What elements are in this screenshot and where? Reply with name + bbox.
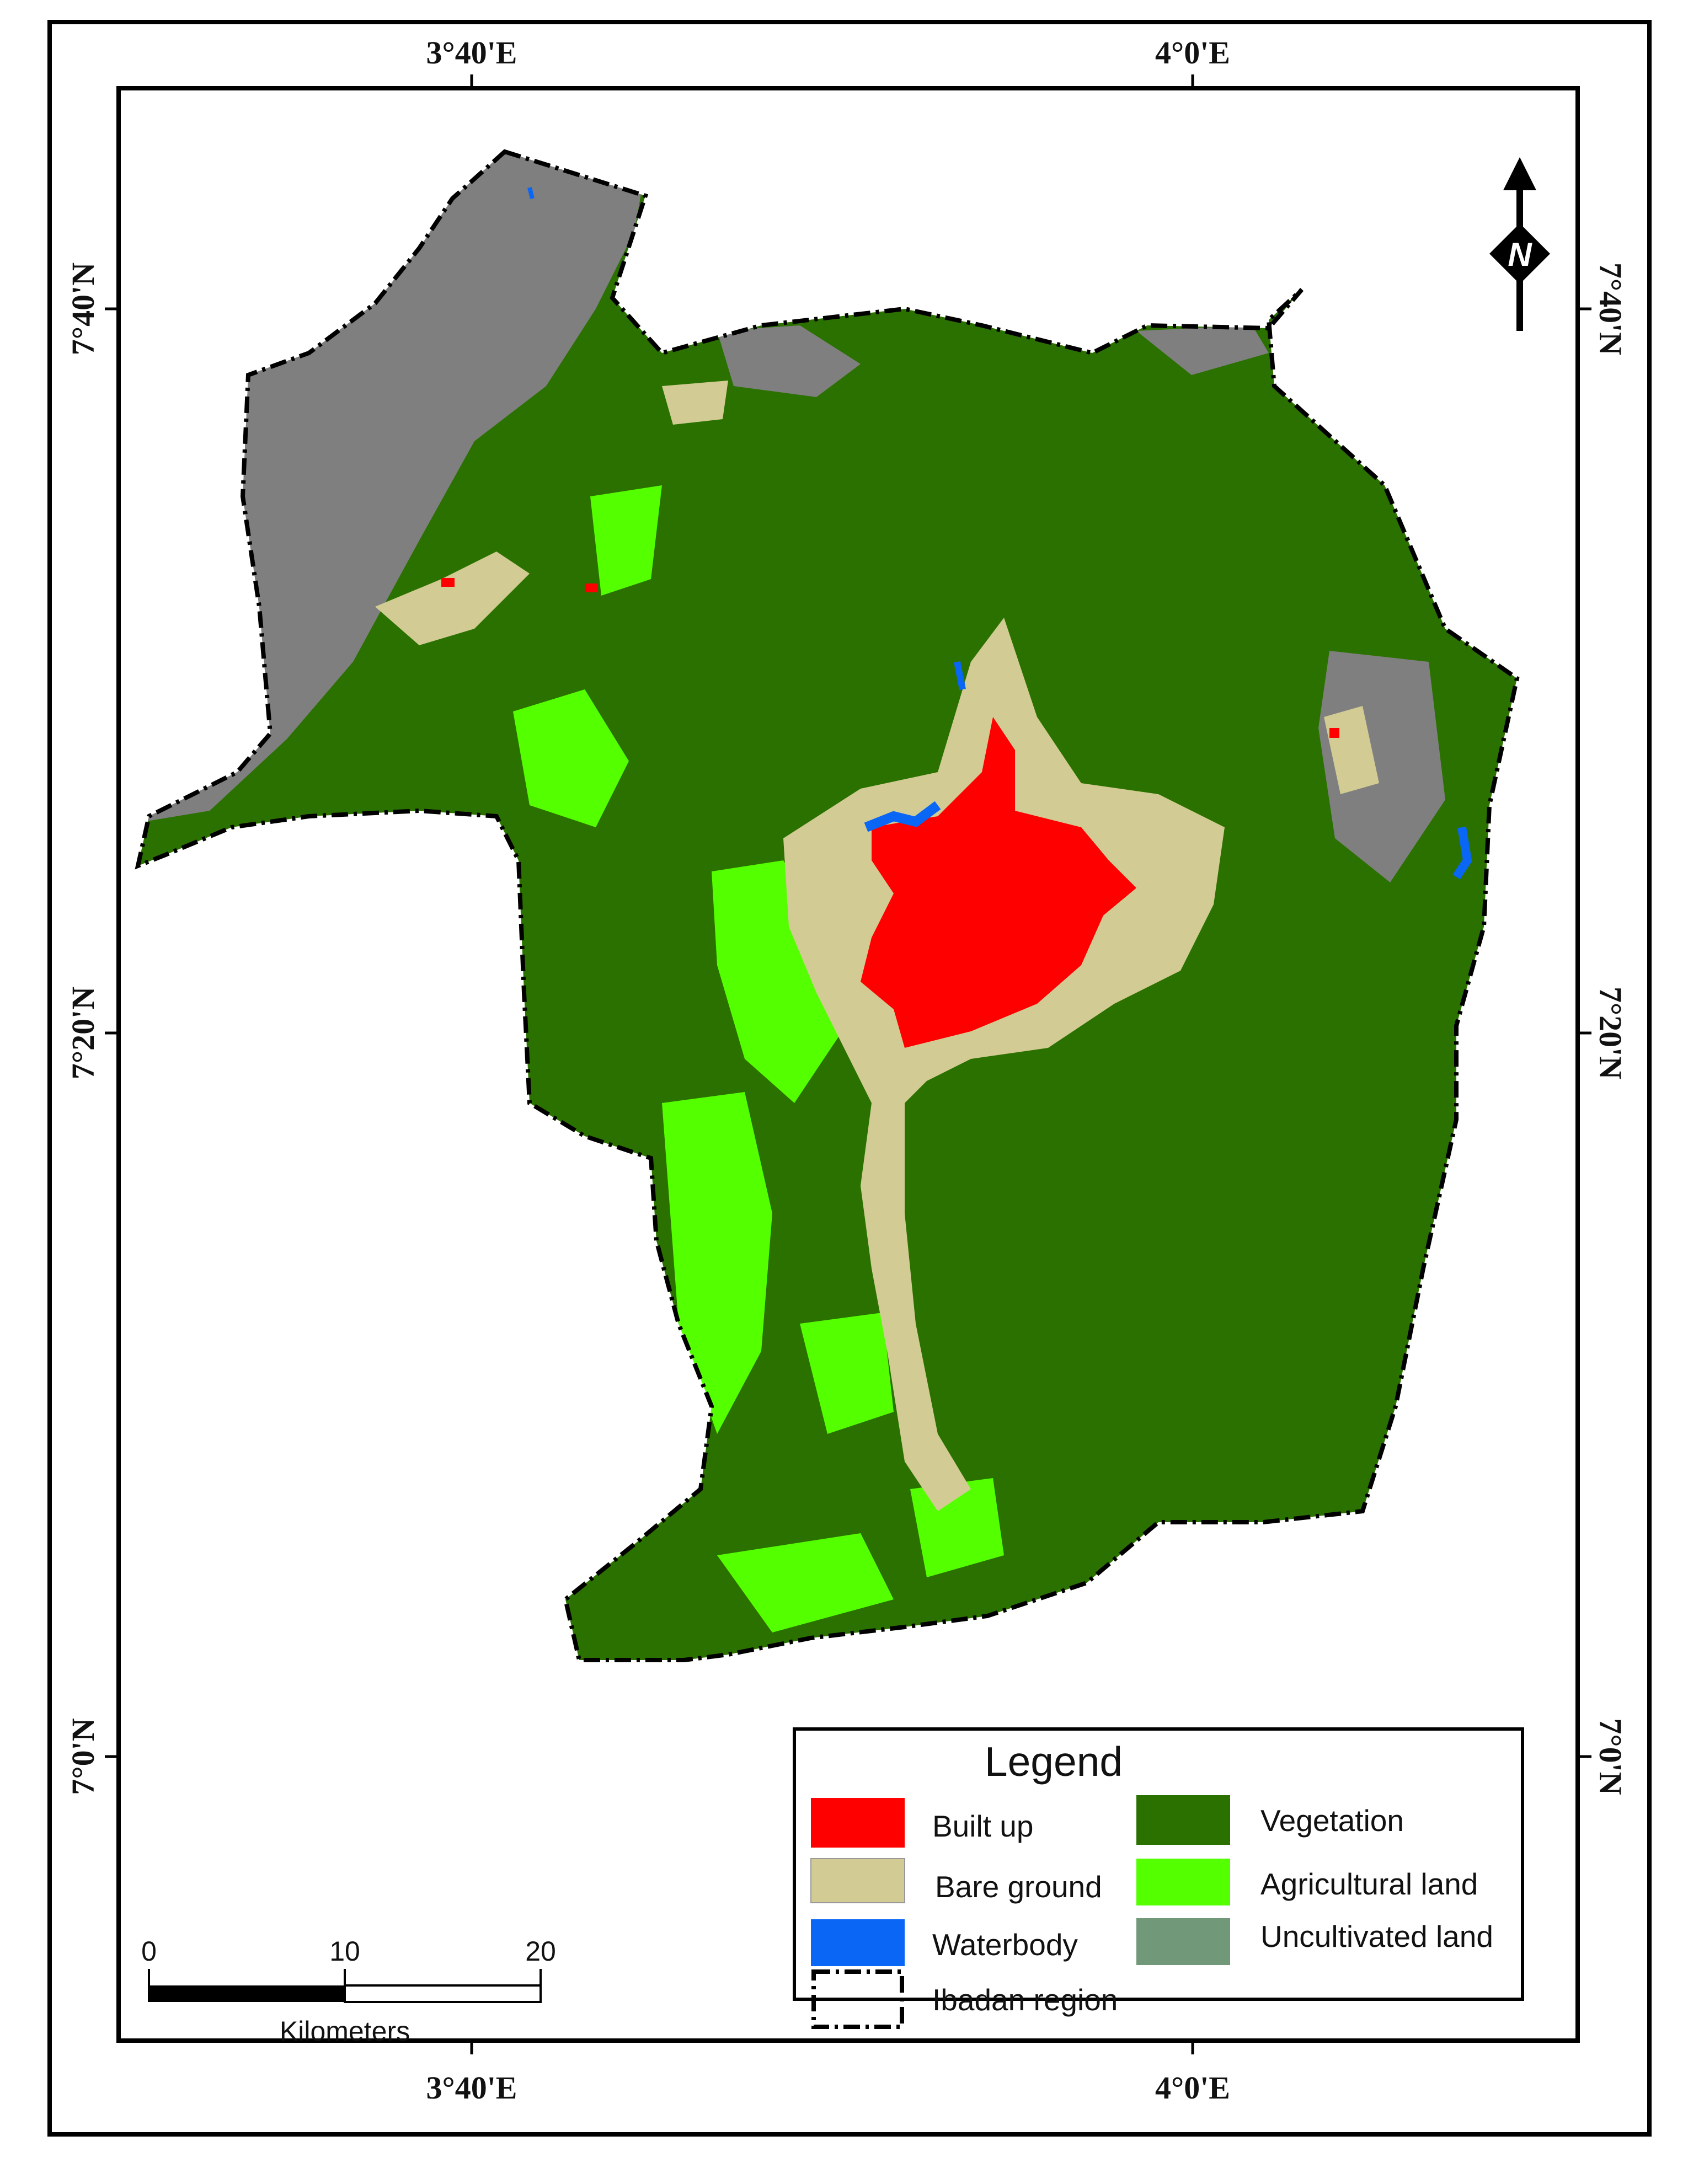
waterbody-asejire <box>864 801 941 832</box>
gray-northeast <box>1136 325 1269 375</box>
builtup-core <box>861 717 1136 1048</box>
scale-unit: Kilometers <box>280 2016 410 2047</box>
scale-tick-10: 10 <box>329 1936 360 1967</box>
agri-west <box>513 689 629 827</box>
gray-north <box>717 325 861 397</box>
legend-label-vegetation: Vegetation <box>1260 1803 1404 1838</box>
legend-label-built-up: Built up <box>932 1809 1033 1843</box>
legend-label-uncultivated-land: Uncultivated land <box>1260 1919 1493 1953</box>
top-label-4-0e: 4°0'E <box>1155 35 1230 71</box>
bare-nw <box>375 552 530 645</box>
north-arrow: N <box>1489 157 1550 331</box>
top-label-3-40e: 3°40'E <box>426 35 517 71</box>
bare-ne <box>662 381 728 425</box>
north-arrow-label: N <box>1508 236 1532 273</box>
legend-title: Legend <box>985 1738 1123 1785</box>
waterbody-north <box>954 661 966 690</box>
waterbody-east <box>1452 826 1472 880</box>
legend-swatch-bare-ground <box>810 1858 905 1903</box>
scale-bar: 0 10 20 Kilometers <box>141 1936 556 2047</box>
legend-swatch-ibadan-region <box>811 1969 904 2029</box>
outer-frame <box>47 20 1652 2137</box>
land-cover-region <box>138 152 1517 1660</box>
legend-swatch-uncultivated-land <box>1136 1918 1230 1965</box>
left-label-7-40n: 7°40'N <box>65 263 101 355</box>
agri-south-mid <box>800 1313 894 1434</box>
right-label-7-40n: 7°40'N <box>1593 263 1628 355</box>
legend: Legend Built up Bare ground Waterbody Ve… <box>793 1727 1524 2029</box>
agri-nw <box>590 485 662 596</box>
builtup-spot-1 <box>585 584 598 592</box>
waterbody-nw <box>527 187 535 199</box>
gray-east <box>1318 651 1445 882</box>
right-label-7-20n: 7°20'N <box>1593 987 1628 1079</box>
legend-swatch-built-up <box>811 1798 905 1848</box>
left-label-7-20n: 7°20'N <box>65 987 101 1079</box>
builtup-spot-2 <box>441 578 455 587</box>
legend-swatch-vegetation <box>1136 1795 1230 1845</box>
legend-label-ibadan-region: Ibadan region <box>932 1983 1118 2017</box>
legend-swatch-agricultural-land <box>1136 1859 1230 1905</box>
right-label-7-0n: 7°0'N <box>1593 1718 1628 1795</box>
scale-tick-20: 20 <box>525 1936 556 1967</box>
builtup-spot-3 <box>1329 728 1339 738</box>
graticule-ticks <box>105 74 1591 2054</box>
scale-tick-0: 0 <box>141 1936 157 1967</box>
ibadan-boundary <box>135 149 1520 1662</box>
bottom-label-4-0e: 4°0'E <box>1155 2070 1230 2106</box>
legend-label-waterbody: Waterbody <box>932 1928 1078 1962</box>
legend-swatch-waterbody <box>811 1919 905 1966</box>
legend-label-agricultural-land: Agricultural land <box>1260 1867 1478 1901</box>
agri-south <box>717 1533 894 1632</box>
left-label-7-0n: 7°0'N <box>65 1718 101 1795</box>
legend-label-bare-ground: Bare ground <box>935 1870 1102 1904</box>
bottom-label-3-40e: 3°40'E <box>426 2070 517 2106</box>
inner-map-frame <box>116 86 1580 2043</box>
